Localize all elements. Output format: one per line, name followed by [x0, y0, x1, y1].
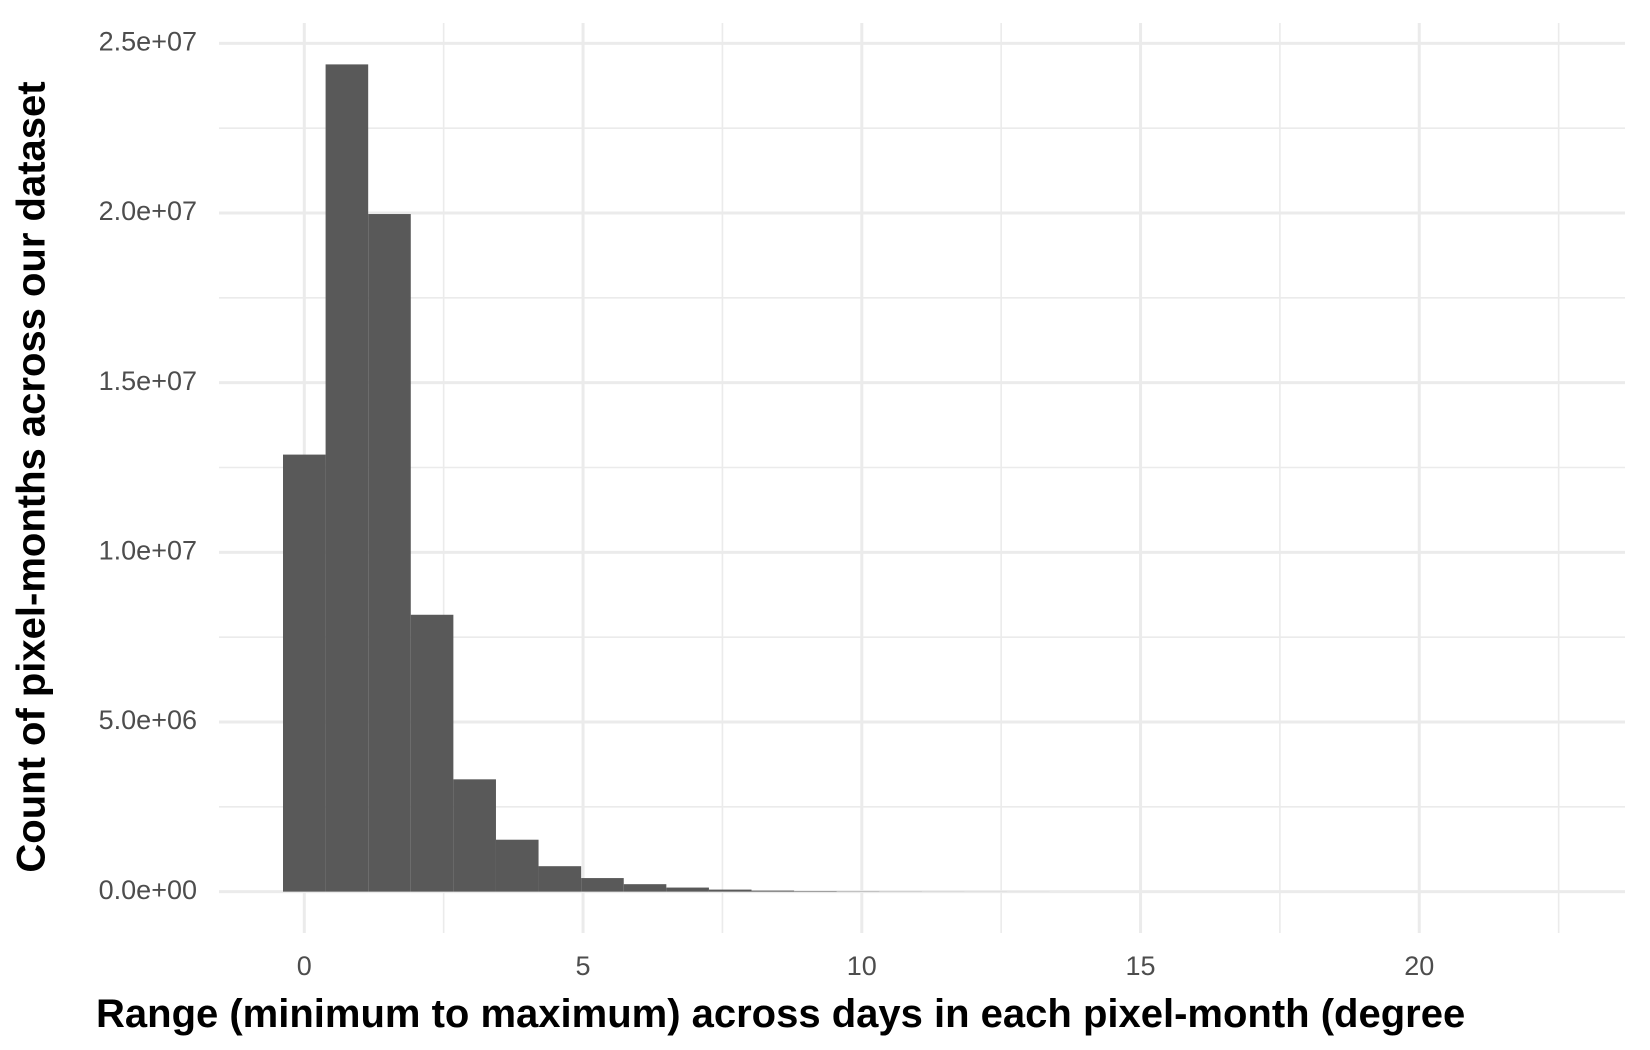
bar: [325, 64, 369, 892]
y-tick-label: 0.0e+00: [99, 875, 197, 905]
y-tick-label: 1.5e+07: [99, 366, 197, 396]
x-axis-title: Range (minimum to maximum) across days i…: [96, 992, 1465, 1036]
bar: [666, 887, 709, 892]
x-tick-label: 15: [1126, 951, 1156, 981]
bars: [283, 64, 1050, 892]
y-tick-label: 1.0e+07: [99, 535, 197, 565]
bar: [368, 214, 411, 892]
bar: [708, 889, 752, 892]
bar: [794, 891, 837, 892]
bar: [453, 779, 496, 892]
labels: 0 5 10 15 20 0.0e+00 5.0e+06 1.0e+07 1.5e+07 2.0e…: [99, 26, 1435, 981]
bar: [581, 878, 624, 892]
y-tick-label: 2.5e+07: [99, 26, 197, 56]
x-tick-label: 0: [297, 951, 312, 981]
bar: [410, 614, 454, 892]
x-tick-label: 10: [847, 951, 877, 981]
bar: [283, 454, 326, 892]
y-axis-title: Count of pixel-months across our dataset: [10, 81, 54, 872]
bar: [623, 884, 667, 892]
bar: [495, 839, 539, 892]
bar: [751, 890, 795, 892]
y-tick-label: 2.0e+07: [99, 196, 197, 226]
x-tick-label: 5: [576, 951, 591, 981]
y-tick-label: 5.0e+06: [99, 705, 197, 735]
x-tick-label: 20: [1404, 951, 1434, 981]
bar: [538, 866, 582, 892]
